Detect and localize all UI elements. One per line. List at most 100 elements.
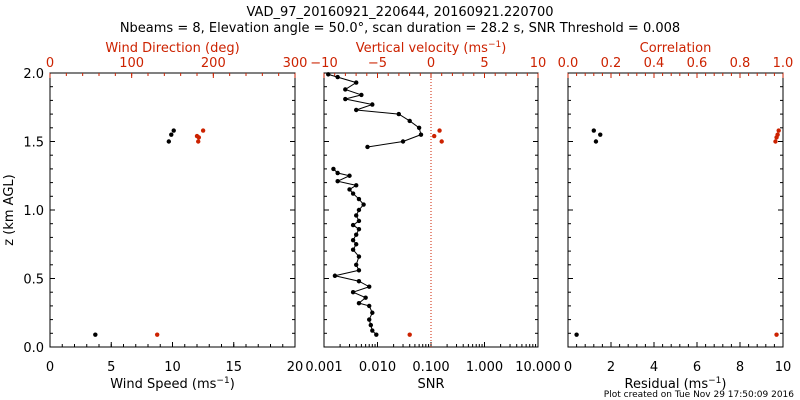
top-tick-label: 0.8 (730, 56, 751, 71)
bottom-tick-label: 10 (164, 360, 181, 375)
snr-high-point (370, 102, 375, 107)
snr-low-point (356, 226, 362, 232)
bottom-tick-label: 20 (287, 360, 304, 375)
snr-low-point (356, 300, 362, 306)
top-tick-label: 1.0 (773, 56, 794, 71)
correlation-point (776, 128, 781, 133)
top-tick-label: −5 (368, 56, 387, 71)
snr-high-point (407, 118, 412, 124)
snr-low-point (347, 173, 352, 178)
snr-low-point (354, 183, 359, 188)
residual-point (593, 139, 599, 144)
snr-low-point (356, 279, 362, 284)
bottom-tick-label: 0.010 (359, 360, 396, 375)
bottom-tick-label: 0 (564, 360, 572, 375)
panel-right: 0 2 4 6 8 10 Residual (ms−1) 0.0 0.2 0.4 0.6 0.8 1.0… (558, 41, 794, 392)
snr-low-point (350, 191, 356, 196)
snr-low-point (350, 222, 356, 228)
snr-low-point (356, 218, 362, 224)
snr-high-point (365, 144, 370, 150)
snr-low-point (363, 295, 368, 300)
snr-low-point (350, 290, 356, 295)
panel-middle: 0.001 0.010 0.100 1.000 10.000 SNR −10 −5 0 5 10 Ve… (305, 40, 560, 392)
snr-bottom-point (407, 332, 412, 337)
snr-low-point (356, 196, 362, 202)
y-tick-label: 0.5 (23, 273, 44, 288)
panel-left: 0 5 10 15 20 Wind Speed (ms−1) 0 100 200 300 Wind … (2, 41, 307, 392)
snr-high-point (416, 125, 422, 130)
figure-subtitle: Nbeams = 8, Elevation angle = 50.0°, sca… (120, 21, 680, 36)
correlation-point (774, 332, 779, 337)
figure-title: VAD_97_20160921_220644, 20160921.220700 (247, 5, 554, 20)
top-axis-label: Wind Direction (deg) (105, 41, 239, 56)
bottom-axis-label: Wind Speed (ms−1) (110, 376, 235, 392)
plot-created-footer: Plot created on Tue Nov 29 17:50:09 2016 (604, 390, 794, 400)
residual-point (598, 132, 603, 137)
y-tick-label: 2.0 (23, 67, 44, 82)
snr-low-point (367, 303, 372, 309)
top-tick-label: −10 (310, 56, 337, 71)
wind-speed-point (93, 332, 98, 337)
bottom-tick-label: 1.000 (466, 360, 503, 375)
bottom-tick-label: 2 (607, 360, 615, 375)
snr-high-point (400, 139, 406, 144)
snr-high-point (326, 72, 331, 77)
bottom-tick-label: 4 (650, 360, 658, 375)
snr-low-point (356, 268, 362, 273)
bottom-tick-label: 0.100 (412, 360, 449, 375)
snr-high-point (354, 80, 359, 85)
snr-high-line (328, 73, 422, 148)
snr-high-point (359, 92, 364, 98)
wind-speed-point (166, 139, 172, 144)
snr-low-point (368, 322, 374, 328)
bottom-tick-label: 6 (693, 360, 701, 375)
bottom-tick-label: 8 (736, 360, 744, 375)
y-tick-label: 0.0 (23, 341, 44, 356)
snr-low-point (361, 202, 366, 207)
vertical-velocity-point (432, 133, 437, 139)
wind-speed-point (171, 128, 176, 133)
top-tick-label: 0.2 (601, 56, 622, 71)
snr-low-point (356, 254, 362, 259)
wind-speed-point (169, 132, 174, 137)
bottom-axis-label: Residual (ms−1) (625, 376, 727, 392)
vertical-velocity-point (439, 139, 444, 144)
top-tick-label: 0.6 (687, 56, 708, 71)
snr-low-point (354, 262, 359, 267)
snr-low-point (374, 332, 379, 337)
snr-low-point (354, 232, 359, 237)
bottom-axis-label: SNR (417, 377, 444, 392)
top-tick-label: 200 (201, 56, 226, 71)
snr-low-point (347, 187, 352, 192)
vertical-velocity-point (437, 128, 442, 133)
snr-low-point (354, 213, 359, 218)
snr-low-point (335, 179, 340, 184)
snr-high-point (396, 111, 401, 117)
snr-low-point (367, 317, 372, 322)
bottom-tick-label: 0.001 (305, 360, 342, 375)
bottom-tick-label: 10.000 (515, 360, 561, 375)
top-tick-label: 0 (427, 56, 435, 71)
y-axis-label: z (km AGL) (2, 174, 17, 245)
snr-low-point (356, 207, 362, 213)
wind-direction-point (200, 128, 206, 133)
snr-high-point (335, 74, 340, 80)
top-tick-label: 0.0 (558, 56, 579, 71)
snr-high-point (343, 96, 348, 102)
residual-point (591, 128, 596, 133)
snr-low-point (350, 247, 356, 252)
bottom-tick-label: 0 (46, 360, 54, 375)
snr-low-point (367, 284, 372, 289)
top-axis-label: Correlation (640, 41, 712, 56)
snr-low-point (350, 237, 356, 243)
top-tick-label: 5 (480, 56, 488, 71)
correlation-point (773, 139, 778, 144)
top-axis-label: Vertical velocity (ms−1) (356, 40, 507, 56)
snr-low-point (335, 170, 340, 176)
panel-frame (49, 72, 296, 348)
snr-low-point (370, 310, 375, 315)
top-tick-label: 10 (530, 56, 547, 71)
top-tick-label: 300 (283, 56, 308, 71)
